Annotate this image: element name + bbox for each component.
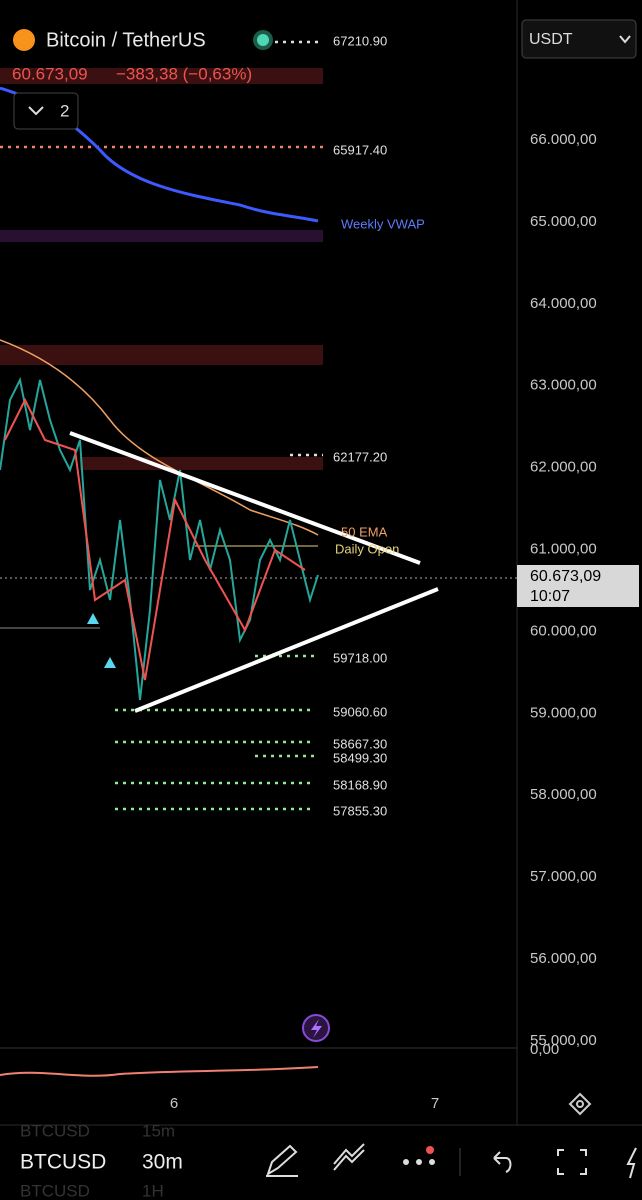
price-axis-label: 59.000,00 bbox=[530, 704, 597, 721]
fullscreen-icon[interactable] bbox=[557, 1149, 587, 1175]
level-labels: 67210.90 65917.40 62177.20 59718.00 59060.60… bbox=[333, 33, 387, 818]
coin-icon bbox=[13, 29, 35, 51]
zone bbox=[80, 457, 323, 470]
price-axis-label: 58.000,00 bbox=[530, 786, 597, 803]
interval-option: BTCUSD bbox=[20, 1121, 90, 1140]
replay-icon[interactable] bbox=[626, 1147, 637, 1179]
price-axis-label: 64.000,00 bbox=[530, 295, 597, 312]
change: −383,38 (−0,63%) bbox=[116, 64, 252, 83]
price-axis-label: 60.000,00 bbox=[530, 622, 597, 639]
settings-icon[interactable] bbox=[568, 1092, 592, 1116]
current-price-badge bbox=[517, 565, 639, 607]
chevron bbox=[28, 106, 44, 116]
trendline bbox=[134, 587, 439, 713]
price-axis-label: 65.000,00 bbox=[530, 213, 597, 230]
zone bbox=[0, 68, 323, 84]
indicator-toggle[interactable] bbox=[13, 92, 79, 130]
price-path bbox=[0, 376, 319, 701]
time-label: 6 bbox=[170, 1095, 178, 1112]
levels bbox=[0, 40, 323, 811]
more-icon bbox=[416, 1159, 422, 1165]
toolbar-symbol[interactable]: BTCUSD bbox=[20, 1151, 106, 1174]
price-axis-label: 61.000,00 bbox=[530, 540, 597, 557]
zone bbox=[0, 230, 323, 242]
currency-select[interactable] bbox=[521, 19, 637, 59]
bolt bbox=[311, 1019, 322, 1038]
level-label: 58667.30 bbox=[333, 736, 387, 751]
price-path bbox=[4, 397, 306, 681]
symbol-title: Bitcoin / TetherUS bbox=[46, 29, 206, 51]
price-axis: 66.000,00 65.000,00 64.000,00 63.000,00 62.0… bbox=[530, 131, 597, 1049]
level-label: 58168.90 bbox=[333, 777, 387, 792]
oscillator-axis-label: 0,00 bbox=[530, 1041, 559, 1058]
ema-label: 50 EMA bbox=[341, 524, 388, 539]
indicator-count: 2 bbox=[60, 101, 69, 120]
more-icon[interactable] bbox=[403, 1159, 409, 1165]
more-icon bbox=[429, 1159, 435, 1165]
undo-icon[interactable] bbox=[493, 1151, 512, 1173]
trendline bbox=[69, 431, 421, 565]
vwap-label: Weekly VWAP bbox=[341, 216, 425, 231]
ema-curve bbox=[0, 339, 319, 536]
daily-open-label: Daily Open bbox=[335, 541, 399, 556]
chevron bbox=[619, 35, 631, 44]
level-label: 65917.40 bbox=[333, 142, 387, 157]
indicators-icon[interactable] bbox=[333, 1143, 365, 1171]
price-axis-label: 66.000,00 bbox=[530, 131, 597, 148]
notification-dot bbox=[426, 1146, 434, 1154]
level-label: 57855.30 bbox=[333, 803, 387, 818]
level-label: 67210.90 bbox=[333, 33, 387, 48]
settings-icon bbox=[576, 1100, 584, 1108]
level-label: 62177.20 bbox=[333, 449, 387, 464]
interval-option: BTCUSD bbox=[20, 1181, 90, 1200]
time-label: 7 bbox=[431, 1095, 439, 1112]
level-label: 58499.30 bbox=[333, 750, 387, 765]
current-price: 60.673,09 bbox=[530, 568, 601, 585]
level-label: 59060.60 bbox=[333, 704, 387, 719]
draw-icon[interactable] bbox=[266, 1144, 298, 1177]
level-label: 59718.00 bbox=[333, 650, 387, 665]
currency: USDT bbox=[529, 31, 573, 48]
price-axis-label: 57.000,00 bbox=[530, 868, 597, 885]
status-dot bbox=[257, 34, 269, 46]
price-axis-label: 62.000,00 bbox=[530, 459, 597, 476]
countdown: 10:07 bbox=[530, 588, 570, 605]
signal-marker bbox=[104, 657, 116, 668]
interval-option: 15m bbox=[142, 1121, 175, 1140]
signal-marker bbox=[87, 613, 99, 624]
oscillator-line bbox=[0, 1066, 319, 1077]
price-axis-label: 56.000,00 bbox=[530, 950, 597, 967]
price-axis-label: 63.000,00 bbox=[530, 377, 597, 394]
interval-option: 1H bbox=[142, 1181, 164, 1200]
toolbar-interval[interactable]: 30m bbox=[142, 1151, 183, 1174]
price-axis-label: 55.000,00 bbox=[530, 1032, 597, 1049]
price: 60.673,09 bbox=[12, 64, 88, 83]
zone bbox=[0, 345, 323, 365]
